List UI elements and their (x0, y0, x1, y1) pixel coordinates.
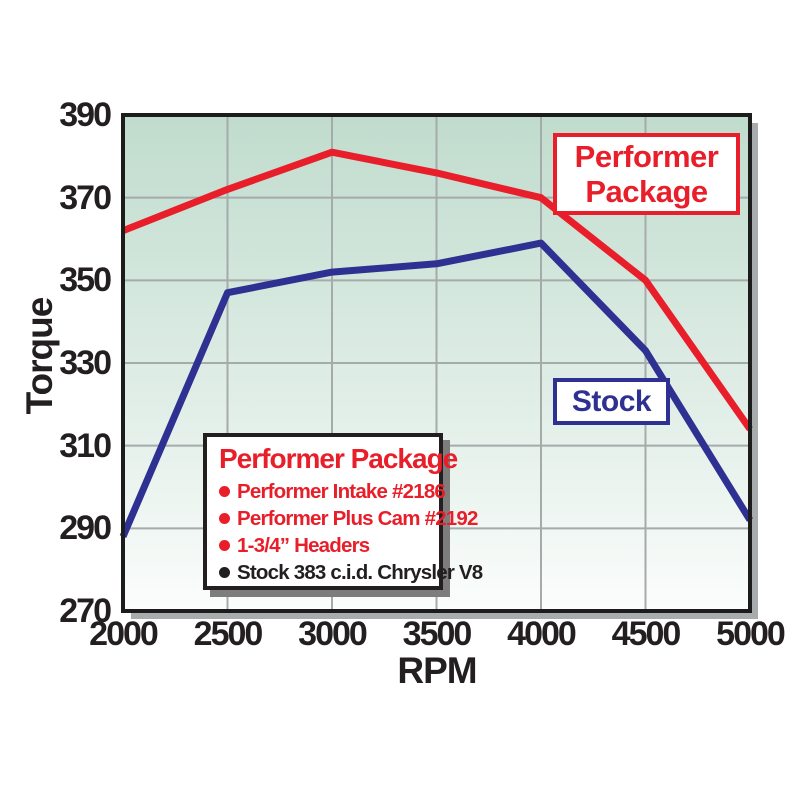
x-tick-label-3000: 3000 (298, 615, 368, 653)
performer-package-series-label: Performer Package (553, 133, 740, 215)
series-lines (119, 148, 753, 538)
performer-label-line1: Performer (574, 139, 719, 174)
performer-package-line (121, 148, 753, 432)
plot-border (121, 113, 752, 613)
stock-series-label: Stock (553, 378, 670, 425)
spec-item-text: 1-3/4” Headers (237, 533, 370, 557)
bullet-icon (219, 567, 230, 578)
x-axis-title: RPM (397, 650, 477, 691)
bullet-icon (219, 513, 230, 524)
y-tick-label-390: 390 (59, 96, 112, 134)
spec-box-title: Performer Package (219, 443, 458, 474)
y-axis-title: Torque (19, 297, 60, 415)
stock-line (119, 239, 753, 538)
spec-item-list: Performer Intake #2186 Performer Plus Cam… (219, 478, 483, 586)
y-tick-label-370: 370 (59, 178, 112, 217)
spec-item-text: Performer Intake #2186 (237, 479, 446, 503)
y-tick-label-330: 330 (59, 344, 112, 382)
spec-item-text: Stock 383 c.i.d. Chrysler V8 (237, 560, 483, 584)
y-tick-label-350: 350 (59, 261, 112, 300)
x-tick-label-5000: 5000 (716, 615, 786, 653)
bullet-icon (219, 540, 230, 551)
x-tick-label-2000: 2000 (89, 615, 159, 653)
x-tick-label-4500: 4500 (611, 615, 682, 653)
spec-callout-box: Performer Package Performer Intake #2186… (203, 433, 483, 590)
x-tick-label-4000: 4000 (507, 615, 577, 653)
spec-item: Performer Plus Cam #2192 (219, 505, 478, 532)
spec-item: Performer Intake #2186 (219, 478, 446, 505)
spec-item-text: Performer Plus Cam #2192 (237, 506, 478, 530)
y-tick-label-290: 290 (59, 509, 112, 548)
x-tick-label-3500: 3500 (402, 615, 473, 653)
spec-item: Stock 383 c.i.d. Chrysler V8 (219, 559, 483, 586)
performer-label-line2: Package (585, 174, 708, 209)
spec-item: 1-3/4” Headers (219, 532, 429, 559)
bullet-icon (219, 486, 230, 497)
y-tick-label-270: 270 (59, 592, 112, 630)
x-tick-label-2500: 2500 (193, 615, 264, 653)
y-tick-label-310: 310 (59, 426, 112, 465)
